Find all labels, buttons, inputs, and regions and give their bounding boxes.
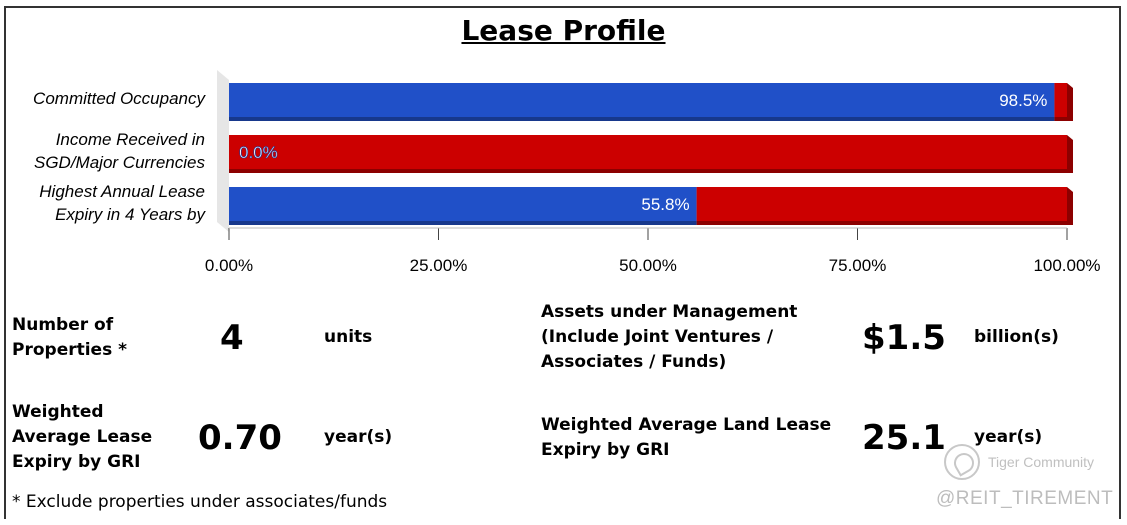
bar-2-series-0-shade (229, 221, 697, 225)
bar-chart: 0.00% 25.00% 50.00% 75.00% 100.00% 98.5% 0.0% 5… (205, 70, 1101, 275)
data-label-2: 55.8% (641, 195, 689, 214)
tiger-community-logo-icon (944, 444, 980, 480)
properties-unit: units (324, 327, 373, 347)
bar-1-end-face (1067, 135, 1073, 173)
footnote: * Exclude properties under associates/fu… (12, 492, 388, 512)
x-tick-label-1: 25.00% (410, 256, 468, 275)
bar-0-series-0-shade (229, 117, 1055, 121)
x-tick-label-0: 0.00% (205, 256, 253, 275)
x-tick-label-3: 75.00% (829, 256, 887, 275)
x-tick-label-2: 50.00% (619, 256, 677, 275)
category-label-0: Committed Occupancy (33, 89, 205, 108)
data-label-1: 0.0% (239, 143, 278, 162)
category-label-2: Highest Annual Lease Expiry in 4 Years b… (39, 182, 205, 224)
properties-label: Number of Properties * (12, 315, 128, 360)
bar-0-end-face (1067, 83, 1073, 121)
land-wale-value: 25.1 (862, 418, 946, 458)
bar-2-end-face (1067, 187, 1073, 225)
bar-0-series-1-shade (1054, 117, 1067, 121)
bar-1-series-1 (229, 135, 1067, 169)
land-wale-label: Weighted Average Land Lease Expiry by GR… (541, 415, 832, 460)
chart-wall (217, 70, 229, 232)
wale-unit: year(s) (324, 427, 393, 447)
bar-1-series-1-shade (229, 169, 1067, 173)
properties-value: 4 (220, 318, 244, 358)
category-label-1: Income Received in SGD/Major Currencies (34, 130, 205, 172)
bar-2-series-1-shade (696, 221, 1067, 225)
data-label-0: 98.5% (999, 91, 1047, 110)
aum-unit: billion(s) (974, 327, 1059, 347)
aum-value: $1.5 (862, 318, 946, 358)
watermark-brand: Tiger Community (988, 454, 1095, 470)
x-tick-label-4: 100.00% (1033, 256, 1100, 275)
bar-0-series-0 (229, 83, 1055, 117)
bar-2-series-1 (696, 187, 1067, 221)
land-wale-unit: year(s) (974, 427, 1043, 447)
bar-0-series-1 (1054, 83, 1067, 117)
watermark-handle: @REIT_TIREMENT (936, 488, 1114, 509)
chart-title: Lease Profile (461, 14, 666, 47)
aum-label: Assets under Management (Include Joint V… (541, 302, 798, 372)
wale-label: Weighted Average Lease Expiry by GRI (12, 402, 153, 472)
bar-2-series-0 (229, 187, 697, 221)
wale-value: 0.70 (198, 418, 282, 458)
